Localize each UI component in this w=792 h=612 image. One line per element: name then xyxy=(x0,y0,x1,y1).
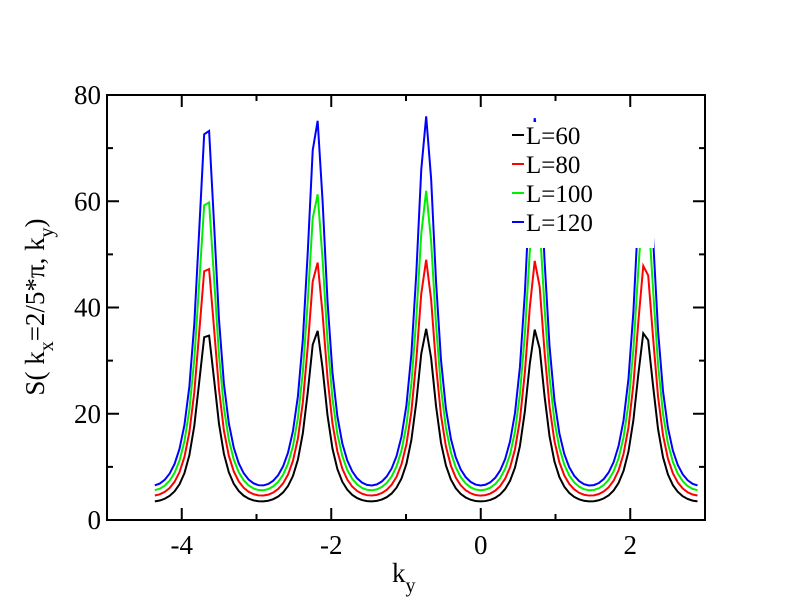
legend-label: L=60 xyxy=(526,123,580,150)
y-tick-label: 40 xyxy=(74,293,101,323)
series-line-l80 xyxy=(154,259,698,497)
legend-background xyxy=(508,122,654,248)
x-tick-label: -2 xyxy=(320,530,343,560)
legend-label: L=80 xyxy=(526,152,580,179)
series-line-l120 xyxy=(154,116,698,487)
y-tick-label: 0 xyxy=(88,505,102,535)
legend-label: L=100 xyxy=(526,181,593,208)
y-tick-label: 80 xyxy=(74,80,101,110)
y-tick-label: 60 xyxy=(74,186,101,216)
x-tick-label: -4 xyxy=(171,530,194,560)
y-tick-label: 20 xyxy=(74,399,101,429)
x-tick-label: 0 xyxy=(474,530,488,560)
x-tick-label: 2 xyxy=(624,530,638,560)
series-line-l60 xyxy=(154,328,698,503)
legend-label: L=120 xyxy=(526,210,593,237)
series-line-l100 xyxy=(154,190,698,492)
y-axis-label: S( kx=2/5*π, ky) xyxy=(20,218,58,395)
x-axis-label: ky xyxy=(392,558,416,597)
